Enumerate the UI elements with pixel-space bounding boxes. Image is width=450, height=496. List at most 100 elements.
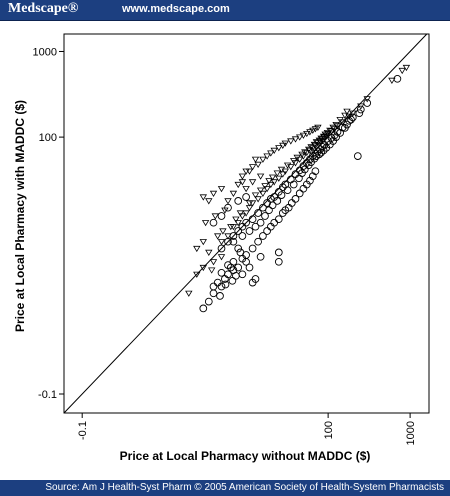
data-point-triangle bbox=[275, 175, 283, 182]
data-point-triangle bbox=[207, 267, 216, 274]
data-point-triangle bbox=[193, 271, 201, 278]
data-point-circle bbox=[336, 129, 344, 137]
site-url-link[interactable]: www.medscape.com bbox=[122, 3, 230, 15]
data-point-circle bbox=[363, 99, 372, 107]
data-point-circle bbox=[209, 218, 218, 227]
data-point-circle bbox=[311, 167, 320, 176]
data-point-triangle bbox=[234, 220, 242, 227]
source-credit: Source: Am J Health-Syst Pharm © 2005 Am… bbox=[45, 482, 444, 493]
data-point-triangle bbox=[242, 210, 250, 217]
data-point-triangle bbox=[185, 290, 193, 297]
data-point-triangle bbox=[259, 156, 267, 163]
y-tick-label: 1000 bbox=[33, 46, 57, 58]
x-tick-label: 1000 bbox=[405, 421, 417, 445]
data-point-triangle bbox=[229, 190, 238, 197]
data-point-circle bbox=[199, 304, 208, 313]
data-point-triangle bbox=[238, 173, 247, 180]
data-point-triangle bbox=[238, 179, 247, 186]
x-axis-title: Price at Local Pharmacy without MADDC ($… bbox=[120, 449, 371, 463]
data-point-circle bbox=[283, 186, 292, 195]
data-point-triangle bbox=[291, 136, 300, 143]
data-point-circle bbox=[256, 218, 265, 227]
footer-bar: Source: Am J Health-Syst Pharm © 2005 Am… bbox=[0, 480, 450, 496]
data-point-circle bbox=[356, 105, 365, 114]
data-point-circle bbox=[217, 212, 226, 220]
data-point-circle bbox=[274, 257, 283, 266]
data-point-triangle bbox=[254, 196, 262, 203]
data-point-triangle bbox=[295, 156, 304, 163]
data-point-circle bbox=[332, 133, 340, 141]
data-point-triangle bbox=[317, 135, 325, 142]
data-point-triangle bbox=[281, 168, 290, 175]
data-point-triangle bbox=[245, 200, 254, 207]
data-point-triangle bbox=[217, 254, 226, 261]
data-point-triangle bbox=[199, 239, 208, 246]
data-point-triangle bbox=[287, 164, 295, 171]
data-point-circle bbox=[300, 165, 309, 174]
data-point-triangle bbox=[193, 245, 201, 253]
data-point-triangle bbox=[209, 190, 218, 197]
data-point-triangle bbox=[329, 124, 337, 131]
data-point-triangle bbox=[270, 147, 278, 154]
data-point-triangle bbox=[261, 183, 269, 190]
data-point-circle bbox=[289, 180, 298, 189]
data-point-triangle bbox=[279, 142, 287, 149]
data-point-triangle bbox=[263, 186, 271, 193]
data-point-circle bbox=[238, 232, 247, 240]
data-point-circle bbox=[234, 227, 243, 235]
data-point-triangle bbox=[310, 141, 319, 149]
data-point-circle bbox=[308, 172, 317, 181]
data-point-circle bbox=[245, 263, 254, 272]
data-point-circle bbox=[254, 209, 262, 217]
data-point-circle bbox=[254, 237, 262, 246]
data-point-triangle bbox=[333, 123, 342, 130]
data-point-triangle bbox=[217, 186, 226, 193]
data-point-circle bbox=[224, 261, 232, 269]
data-point-triangle bbox=[309, 127, 317, 134]
data-point-circle bbox=[234, 244, 243, 253]
data-point-triangle bbox=[267, 150, 275, 157]
data-point-triangle bbox=[209, 259, 218, 266]
data-point-circle bbox=[229, 237, 238, 246]
data-point-triangle bbox=[270, 179, 278, 186]
data-point-circle bbox=[204, 297, 213, 306]
data-point-triangle bbox=[312, 139, 321, 146]
data-point-triangle bbox=[304, 146, 313, 153]
y-tick-label: 100 bbox=[39, 132, 57, 144]
data-point-circle bbox=[343, 120, 351, 129]
data-point-triangle bbox=[256, 187, 265, 194]
data-point-triangle bbox=[303, 131, 311, 138]
data-point-circle bbox=[310, 154, 319, 163]
data-point-triangle bbox=[289, 158, 298, 165]
data-point-circle bbox=[278, 209, 287, 217]
data-point-circle bbox=[317, 148, 325, 157]
data-point-circle bbox=[273, 197, 282, 205]
data-point-triangle bbox=[357, 103, 365, 110]
data-point-circle bbox=[234, 197, 243, 205]
data-point-circle bbox=[348, 113, 357, 122]
data-point-triangle bbox=[345, 113, 353, 120]
y-axis-title: Price at Local Pharmacy with MADDC ($) bbox=[13, 100, 27, 332]
medscape-logo[interactable]: Medscape® bbox=[8, 1, 79, 16]
data-point-triangle bbox=[242, 186, 250, 193]
data-point-circle bbox=[265, 206, 273, 215]
data-point-triangle bbox=[248, 179, 257, 186]
data-point-circle bbox=[319, 146, 328, 155]
data-point-triangle bbox=[295, 134, 304, 141]
data-point-triangle bbox=[323, 130, 332, 137]
data-point-triangle bbox=[224, 198, 232, 205]
data-point-circle bbox=[355, 109, 364, 118]
data-point-circle bbox=[242, 257, 250, 266]
data-point-triangle bbox=[298, 151, 306, 158]
data-point-triangle bbox=[245, 168, 254, 175]
data-point-circle bbox=[209, 282, 218, 291]
data-point-circle bbox=[245, 227, 254, 235]
data-point-circle bbox=[393, 74, 402, 83]
data-point-circle bbox=[315, 150, 324, 159]
data-point-circle bbox=[229, 257, 238, 266]
data-point-triangle bbox=[211, 213, 220, 220]
data-point-circle bbox=[353, 152, 362, 160]
data-point-circle bbox=[274, 215, 283, 224]
data-point-circle bbox=[251, 275, 260, 283]
data-point-triangle bbox=[268, 174, 277, 181]
